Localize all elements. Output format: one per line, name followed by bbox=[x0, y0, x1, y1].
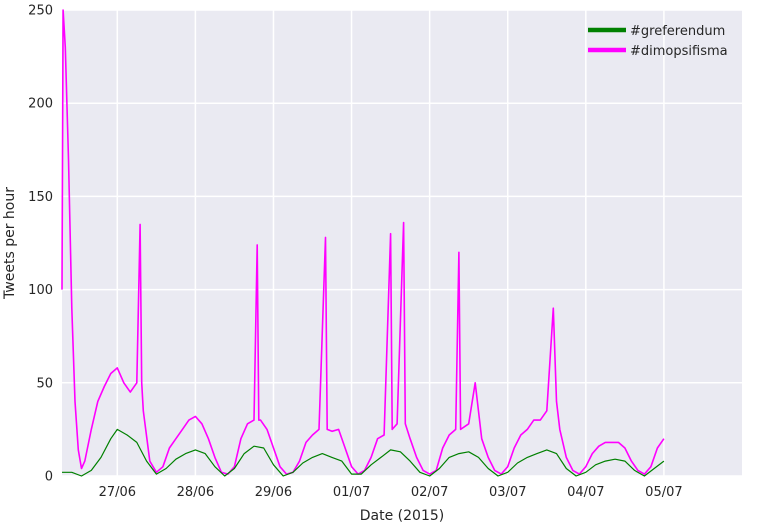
y-tick-label: 250 bbox=[28, 4, 53, 19]
x-tick-label: 02/07 bbox=[411, 485, 448, 500]
y-tick-label: 150 bbox=[28, 190, 53, 205]
y-tick-labels: 0 50 100 150 200 250 bbox=[28, 4, 53, 485]
x-tick-label: 04/07 bbox=[567, 485, 604, 500]
grid bbox=[62, 9, 742, 477]
y-tick-label: 50 bbox=[36, 376, 53, 391]
x-tick-label: 01/07 bbox=[333, 485, 370, 500]
x-tick-label: 05/07 bbox=[645, 485, 682, 500]
y-tick-label: 200 bbox=[28, 97, 53, 112]
x-tick-label: 27/06 bbox=[99, 485, 136, 500]
plot-background bbox=[62, 10, 742, 476]
x-axis-label: Date (2015) bbox=[360, 508, 444, 524]
y-tick-label: 0 bbox=[45, 470, 53, 485]
series-line-greferendum bbox=[62, 428, 665, 477]
series-layer bbox=[61, 9, 665, 477]
x-tick-labels: 27/06 28/06 29/06 01/07 02/07 03/07 04/07 05/07 bbox=[99, 485, 683, 500]
x-tick-label: 03/07 bbox=[489, 485, 526, 500]
x-tick-label: 28/06 bbox=[177, 485, 214, 500]
y-axis-label: Tweets per hour bbox=[2, 187, 18, 300]
legend-label: #dimopsifisma bbox=[630, 44, 728, 59]
x-tick-label: 29/06 bbox=[255, 485, 292, 500]
legend: #greferendum #dimopsifisma bbox=[588, 24, 728, 59]
y-tick-label: 100 bbox=[28, 283, 53, 298]
series-line-dimopsifisma bbox=[61, 9, 665, 475]
legend-label: #greferendum bbox=[630, 24, 725, 39]
